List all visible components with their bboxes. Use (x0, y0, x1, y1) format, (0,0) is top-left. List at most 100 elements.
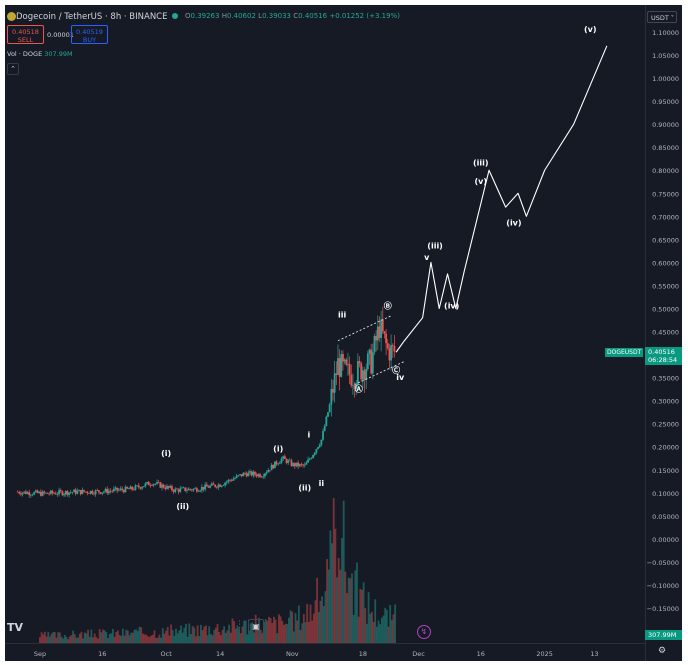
volume-bar (90, 629, 93, 643)
candle-body (333, 373, 336, 393)
candle-body (317, 447, 319, 449)
price-tick: 0.30000 (652, 398, 679, 406)
volume-bar (289, 610, 292, 643)
ohlc-close: 0.40516 (298, 12, 328, 20)
buy-button[interactable]: 0.40519 BUY (71, 25, 108, 44)
candle-body (106, 488, 109, 494)
volume-bar (302, 614, 305, 643)
candle-body (69, 492, 72, 493)
candle-body (278, 462, 281, 464)
candle-body (152, 484, 155, 486)
wave-label: v (424, 253, 430, 262)
candle-body (237, 475, 240, 476)
symbol-title[interactable]: Dogecoin / TetherUS · 8h · BINANCE (16, 12, 168, 22)
price-tick: 0.35000 (652, 375, 679, 383)
candle-body (262, 476, 265, 478)
price-axis[interactable]: 1.10000 1.05000 1.00000 0.95000 0.90000 0.850… (645, 5, 682, 661)
candle-body (383, 331, 386, 334)
wave-label: (ii) (176, 502, 189, 511)
volume-bar (60, 636, 63, 643)
volume-bar (254, 614, 257, 643)
volume-bar (394, 604, 397, 643)
volume-bar (306, 603, 309, 643)
volume-bar (200, 624, 202, 643)
price-tick: 1.10000 (652, 29, 679, 37)
candle-body (59, 490, 62, 492)
candle-body (53, 493, 56, 494)
volume-bar (191, 626, 194, 643)
volume-bar (112, 628, 114, 643)
volume-bar (58, 632, 61, 643)
flash-icon[interactable]: ↯ (417, 625, 431, 639)
currency-selector[interactable]: USDT ˅ (647, 11, 677, 23)
candle-body (64, 491, 67, 495)
volume-bar (283, 624, 285, 643)
candle-body (202, 486, 205, 490)
candle-body (347, 363, 349, 365)
candle-body (250, 471, 253, 476)
candle-body (174, 488, 177, 492)
candle-body (269, 470, 271, 471)
candle-body (267, 470, 270, 473)
grip-icon[interactable]: ⋮⋮ (235, 620, 253, 630)
volume-bar (118, 635, 121, 643)
volume-bar (349, 578, 352, 643)
candle-body (270, 464, 273, 471)
volume-bar (371, 611, 373, 643)
volume-bar (165, 630, 167, 643)
volume-bar (209, 633, 212, 643)
candle-body (112, 488, 115, 492)
volume-bar (150, 635, 153, 643)
volume-bar (75, 637, 78, 643)
volume-bar (153, 630, 156, 643)
sell-button[interactable]: 0.40518 SELL (7, 25, 44, 44)
volume-legend-label: Vol · DOGE (7, 50, 43, 58)
volume-bar (291, 611, 294, 643)
candle-body (380, 319, 383, 339)
gear-icon[interactable]: ⚙ (658, 646, 667, 656)
candle-body (207, 486, 210, 488)
candle-body (29, 494, 32, 496)
volume-bar (301, 623, 304, 643)
volume-bar (180, 625, 182, 643)
candle-body (68, 492, 70, 495)
volume-bar (196, 625, 199, 643)
volume-bar (374, 599, 377, 643)
time-axis[interactable]: Sep 16 Oct 14 Nov 18 Dec 16 2025 13 (5, 643, 645, 661)
candle-body (297, 462, 300, 467)
image-icon[interactable]: ▣ (248, 619, 264, 634)
candle-body (376, 326, 379, 341)
buy-price: 0.40519 (76, 28, 103, 36)
candle-body (189, 488, 192, 490)
volume-legend[interactable]: Vol · DOGE 307.99M (7, 50, 73, 58)
candle-body (224, 482, 226, 486)
candle-body (210, 483, 213, 486)
projection-path (395, 45, 608, 353)
symbol-tag: DOGEUSDT (605, 348, 644, 357)
price-chart[interactable]: (i)(ii)(i)(ii)iiiiiiⒷⒶⒸivv(iii)(iv)(iii)… (5, 5, 645, 643)
volume-bar (274, 619, 277, 643)
candle-body (121, 488, 124, 491)
volume-bar (299, 629, 302, 643)
volume-bar (68, 636, 71, 643)
volume-bar (297, 605, 300, 643)
volume-bar (128, 635, 131, 643)
volume-bar (55, 637, 58, 643)
price-tick: 0.75000 (652, 190, 679, 198)
candle-body (54, 493, 57, 495)
volume-bar (168, 635, 171, 643)
candle-body (195, 488, 198, 492)
candle-body (114, 487, 117, 489)
volume-bar (379, 624, 382, 643)
tradingview-logo[interactable]: TV (7, 621, 24, 634)
volume-bar (163, 633, 166, 643)
wave-label: (ii) (298, 483, 311, 492)
volume-bar (362, 582, 365, 643)
candle-body (340, 354, 343, 377)
price-tick: 0.25000 (652, 421, 679, 429)
candle-body (169, 486, 172, 488)
volume-bar (364, 608, 367, 643)
candle-body (16, 491, 19, 493)
candle-body (186, 490, 188, 491)
chevron-up-icon[interactable]: ⌃ (7, 63, 19, 75)
